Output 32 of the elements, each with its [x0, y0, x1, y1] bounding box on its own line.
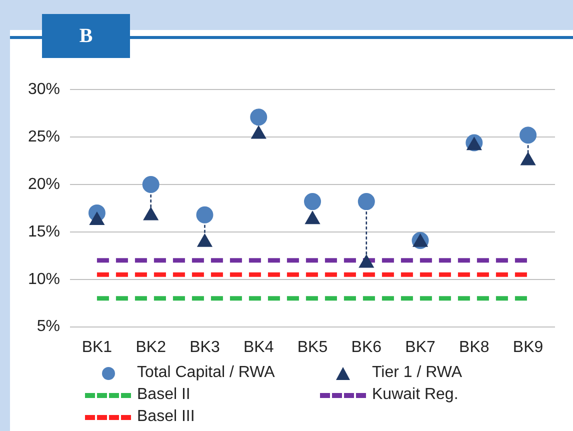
point [143, 207, 158, 220]
legend-label: Total Capital / RWA [137, 364, 275, 382]
point [358, 193, 375, 210]
chart-title: B [42, 14, 130, 58]
x-tick-label: BK6 [351, 338, 382, 356]
y-tick-label: 20% [28, 176, 60, 193]
x-tick-label: BK3 [190, 338, 220, 356]
x-tick-label: BK7 [405, 338, 436, 356]
point [305, 211, 320, 224]
legend-label: Basel III [137, 408, 195, 426]
x-tick-label: BK1 [82, 338, 112, 356]
legend-label: Basel II [137, 386, 190, 404]
point [250, 108, 268, 126]
point [304, 193, 322, 210]
y-tick-label: 25% [28, 128, 60, 146]
y-tick-label: 30% [28, 81, 60, 98]
point [358, 254, 374, 268]
point [197, 234, 212, 247]
point [520, 126, 537, 144]
y-tick-label: 15% [28, 223, 60, 240]
point [90, 212, 104, 226]
x-tick-label: BK5 [297, 338, 328, 356]
y-tick-label: 5% [36, 318, 60, 336]
x-tick-label: BK8 [459, 338, 490, 356]
legend-label: Kuwait Reg. [372, 386, 458, 404]
point [142, 176, 160, 193]
x-tick-label: BK9 [512, 338, 544, 356]
x-tick-label: BK2 [136, 338, 166, 356]
x-tick-label: BK4 [244, 338, 274, 356]
legend-label: Tier 1 / RWA [372, 364, 462, 382]
y-tick-label: 10% [28, 270, 60, 288]
point [196, 206, 214, 224]
